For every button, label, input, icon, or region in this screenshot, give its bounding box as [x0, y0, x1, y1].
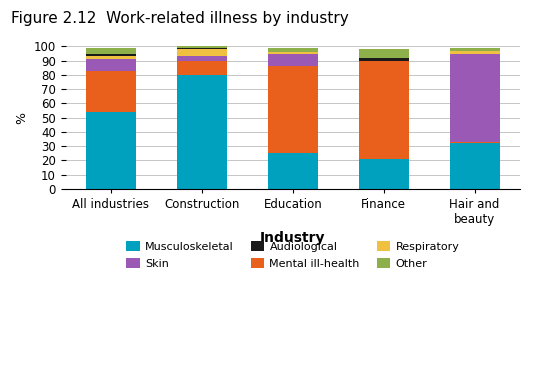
Bar [268, 67, 318, 153]
Y-axis label: %: % [15, 112, 28, 124]
Text: Figure 2.12  Work-related illness by industry: Figure 2.12 Work-related illness by indu… [11, 11, 348, 26]
Bar [449, 48, 500, 51]
Bar [86, 59, 136, 71]
Bar [86, 71, 136, 112]
Bar [86, 54, 136, 56]
Bar [358, 159, 409, 189]
Bar [86, 56, 136, 59]
X-axis label: Industry: Industry [260, 231, 325, 245]
Legend: Musculoskeletal, Skin, Audiological, Mental ill-health, Respiratory, Other: Musculoskeletal, Skin, Audiological, Men… [122, 237, 464, 273]
Bar [268, 54, 318, 67]
Bar [358, 49, 409, 58]
Bar [177, 46, 227, 48]
Bar [177, 61, 227, 75]
Bar [268, 153, 318, 189]
Bar [268, 52, 318, 54]
Bar [449, 54, 500, 142]
Bar [449, 142, 500, 143]
Bar [177, 75, 227, 189]
Bar [86, 112, 136, 189]
Bar [449, 143, 500, 189]
Bar [86, 48, 136, 54]
Bar [177, 49, 227, 56]
Bar [177, 56, 227, 61]
Bar [177, 48, 227, 49]
Bar [358, 58, 409, 61]
Bar [449, 51, 500, 54]
Bar [358, 61, 409, 159]
Bar [268, 48, 318, 52]
